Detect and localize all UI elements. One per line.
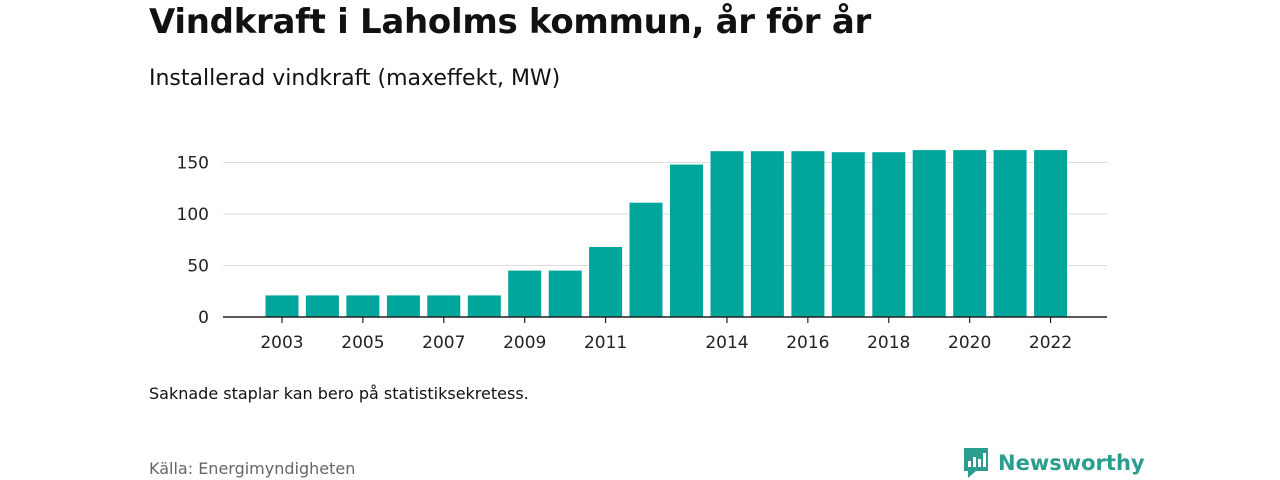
x-tick-label: 2016 [786,333,829,353]
x-tick-label: 2005 [341,333,384,353]
bar-2015 [750,151,784,317]
bar-2018 [872,152,906,317]
x-tick-label: 2011 [584,333,627,353]
bar-2006 [386,295,420,317]
bar-2019 [912,150,946,317]
x-tick-label: 2007 [422,333,465,353]
bar-2020 [953,150,987,317]
chart-title: Vindkraft i Laholms kommun, år för år [149,2,871,42]
brand-logo: Newsworthy [962,447,1145,479]
bar-2004 [305,295,339,317]
chart-subtitle: Installerad vindkraft (maxeffekt, MW) [149,66,561,91]
bar-2008 [467,295,501,317]
brand-name: Newsworthy [998,451,1145,475]
newsworthy-logo-icon [964,448,988,478]
x-tick-label: 2018 [867,333,910,353]
bar-2010 [548,270,582,317]
x-axis-ticks: 2003 2005 2007 2009 2011 2014 2016 2018 2020 2022 [260,317,1072,353]
chart-note: Saknade staplar kan bero på statistiksek… [149,384,529,403]
x-tick-label: 2014 [705,333,748,353]
bar-2017 [831,152,865,317]
y-axis-ticks: 0 50 100 150 [177,154,209,329]
y-tick-label: 100 [177,205,209,225]
bar-2016 [791,151,825,317]
x-tick-label: 2009 [503,333,546,353]
y-tick-label: 0 [198,308,209,328]
y-tick-label: 50 [187,257,209,277]
bar-2011 [589,247,623,317]
bar-2005 [346,295,380,317]
bars [265,150,1068,317]
source-label: Källa: Energimyndigheten [149,459,356,478]
bar-2007 [427,295,461,317]
bar-2014 [710,151,744,317]
bar-2009 [508,270,542,317]
bar-2013 [670,164,703,317]
bar-2021 [993,150,1027,317]
bar-2012 [629,202,663,317]
y-tick-label: 150 [177,154,209,174]
bar-2003 [265,295,299,317]
x-tick-label: 2020 [948,333,991,353]
x-tick-label: 2022 [1029,333,1072,353]
x-tick-label: 2003 [260,333,303,353]
bar-2022 [1034,150,1068,317]
